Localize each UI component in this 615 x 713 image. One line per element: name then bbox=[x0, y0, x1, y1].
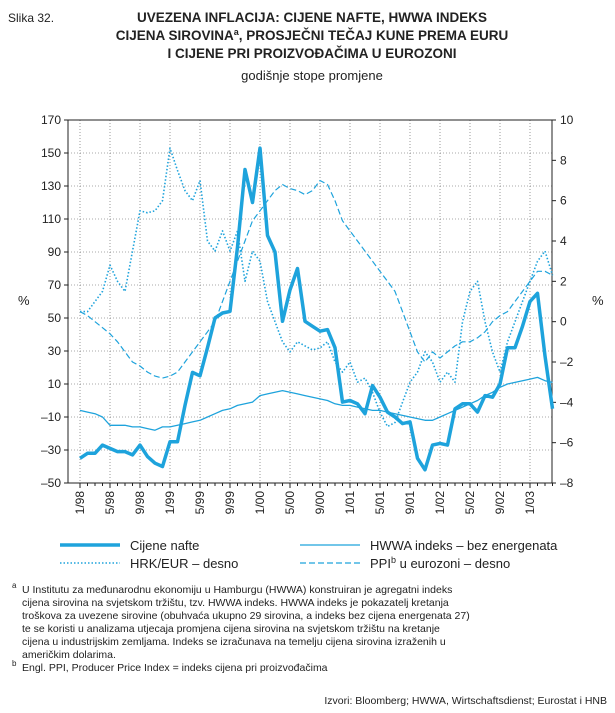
y-tick-label: 110 bbox=[42, 212, 61, 226]
x-tick-label: 5/02 bbox=[463, 491, 477, 515]
footnote-text: te se koristi u analizama utjecaja promj… bbox=[22, 623, 440, 635]
footnote-mark: b bbox=[12, 659, 17, 668]
x-tick-label: 9/01 bbox=[403, 491, 417, 515]
x-tick-label: 9/99 bbox=[223, 491, 237, 515]
y2-tick-label: –6 bbox=[560, 436, 574, 450]
x-tick-label: 9/00 bbox=[313, 491, 327, 515]
footnotes: a U Institutu za međunarodnu ekonomiju u … bbox=[12, 581, 470, 674]
chart-title: UVEZENA INFLACIJA: CIJENE NAFTE, HWWA IN… bbox=[137, 10, 487, 25]
y-tick-label: 50 bbox=[48, 311, 62, 325]
y-tick-label: 130 bbox=[41, 179, 61, 193]
x-tick-label: 9/98 bbox=[133, 491, 147, 515]
footnote-text: cijena sirovina na svjetskom tržištu, tz… bbox=[22, 597, 449, 609]
series-line bbox=[79, 376, 553, 431]
title-part: CIJENA SIROVINA bbox=[116, 28, 234, 43]
footnote-text: cijena u industrijskim zemljama. Indeks … bbox=[22, 636, 446, 648]
y2-tick-label: –4 bbox=[560, 395, 574, 409]
y2-tick-label: –2 bbox=[560, 355, 574, 369]
x-tick-label: 1/02 bbox=[433, 491, 447, 515]
y-tick-label: 70 bbox=[48, 278, 62, 292]
x-tick-label: 9/02 bbox=[493, 491, 507, 515]
y-axis-label: % bbox=[18, 293, 30, 308]
x-tick-label: 5/00 bbox=[283, 491, 297, 515]
y2-tick-label: 8 bbox=[560, 153, 567, 167]
legend-part: PPI bbox=[370, 556, 391, 571]
legend-part: Cijene nafte bbox=[130, 538, 199, 553]
title-part: , PROSJEČNI TEČAJ KUNE PREMA EURU bbox=[239, 28, 509, 43]
chart-title: I CIJENE PRI PROIZVOĐAČIMA U EUROZONI bbox=[167, 46, 456, 61]
legend-sup: b bbox=[391, 555, 396, 565]
y2-axis-label: % bbox=[592, 293, 604, 308]
legend-label: PPIb u eurozoni – desno bbox=[370, 555, 510, 571]
title-sup: a bbox=[234, 27, 240, 37]
x-tick-label: 5/99 bbox=[193, 491, 207, 515]
series-line bbox=[80, 147, 554, 428]
plot-area: –50 –30 –10 10 30 50 70 90 110 130 150 170 –8 –6 –4 –2 0… bbox=[41, 113, 574, 514]
y-tick-label: –30 bbox=[41, 443, 61, 457]
y2-tick-label: 10 bbox=[560, 113, 574, 127]
legend-label: Cijene nafte bbox=[130, 538, 199, 553]
legend: Cijene nafte HWWA indeks – bez energenata… bbox=[60, 538, 558, 571]
x-tick-label: 1/00 bbox=[253, 491, 267, 515]
chart-title: CIJENA SIROVINAa, PROSJEČNI TEČAJ KUNE P… bbox=[116, 27, 509, 43]
legend-part: u eurozoni – desno bbox=[396, 556, 510, 571]
x-tick-label: 1/03 bbox=[523, 491, 537, 515]
y2-tick-label: 2 bbox=[560, 274, 567, 288]
x-tick-label: 1/99 bbox=[163, 491, 177, 515]
legend-part: HRK/EUR – desno bbox=[130, 556, 238, 571]
footnote-mark: a bbox=[12, 581, 17, 590]
legend-label: HRK/EUR – desno bbox=[130, 556, 238, 571]
y-tick-label: 170 bbox=[41, 113, 61, 127]
y-tick-label: 10 bbox=[48, 377, 62, 391]
y-tick-label: –50 bbox=[41, 476, 61, 490]
footnote-text: U Institutu za međunarodnu ekonomiju u H… bbox=[22, 584, 452, 596]
source: Izvori: Bloomberg; HWWA, Wirtschaftsdien… bbox=[324, 695, 607, 707]
y2-tick-label: –8 bbox=[560, 476, 574, 490]
footnote-text: Engl. PPI, Producer Price Index = indeks… bbox=[22, 662, 328, 674]
y2-tick-label: 0 bbox=[560, 315, 567, 329]
y2-tick-label: 4 bbox=[560, 234, 567, 248]
legend-part: HWWA indeks – bez energenata bbox=[370, 538, 558, 553]
y-tick-label: 150 bbox=[41, 146, 61, 160]
y-tick-label: 30 bbox=[48, 344, 62, 358]
y-tick-label: –10 bbox=[41, 410, 61, 424]
footnote-text: američkim dolarima. bbox=[22, 649, 116, 661]
y2-tick-label: 6 bbox=[560, 194, 567, 208]
legend-label: HWWA indeks – bez energenata bbox=[370, 538, 558, 553]
figure-label: Slika 32. bbox=[8, 11, 54, 25]
x-tick-label: 1/98 bbox=[73, 491, 87, 515]
x-tick-label: 5/01 bbox=[373, 491, 387, 515]
footnote-text: troškova za uvezene sirovine (obuhvaća u… bbox=[22, 610, 470, 622]
y-tick-label: 90 bbox=[48, 245, 62, 259]
plot-frame bbox=[67, 119, 553, 484]
x-tick-label: 1/01 bbox=[343, 491, 357, 515]
series-line bbox=[79, 146, 555, 472]
x-tick-label: 5/98 bbox=[103, 491, 117, 515]
series-line bbox=[79, 179, 553, 379]
subtitle: godišnje stope promjene bbox=[241, 68, 383, 83]
